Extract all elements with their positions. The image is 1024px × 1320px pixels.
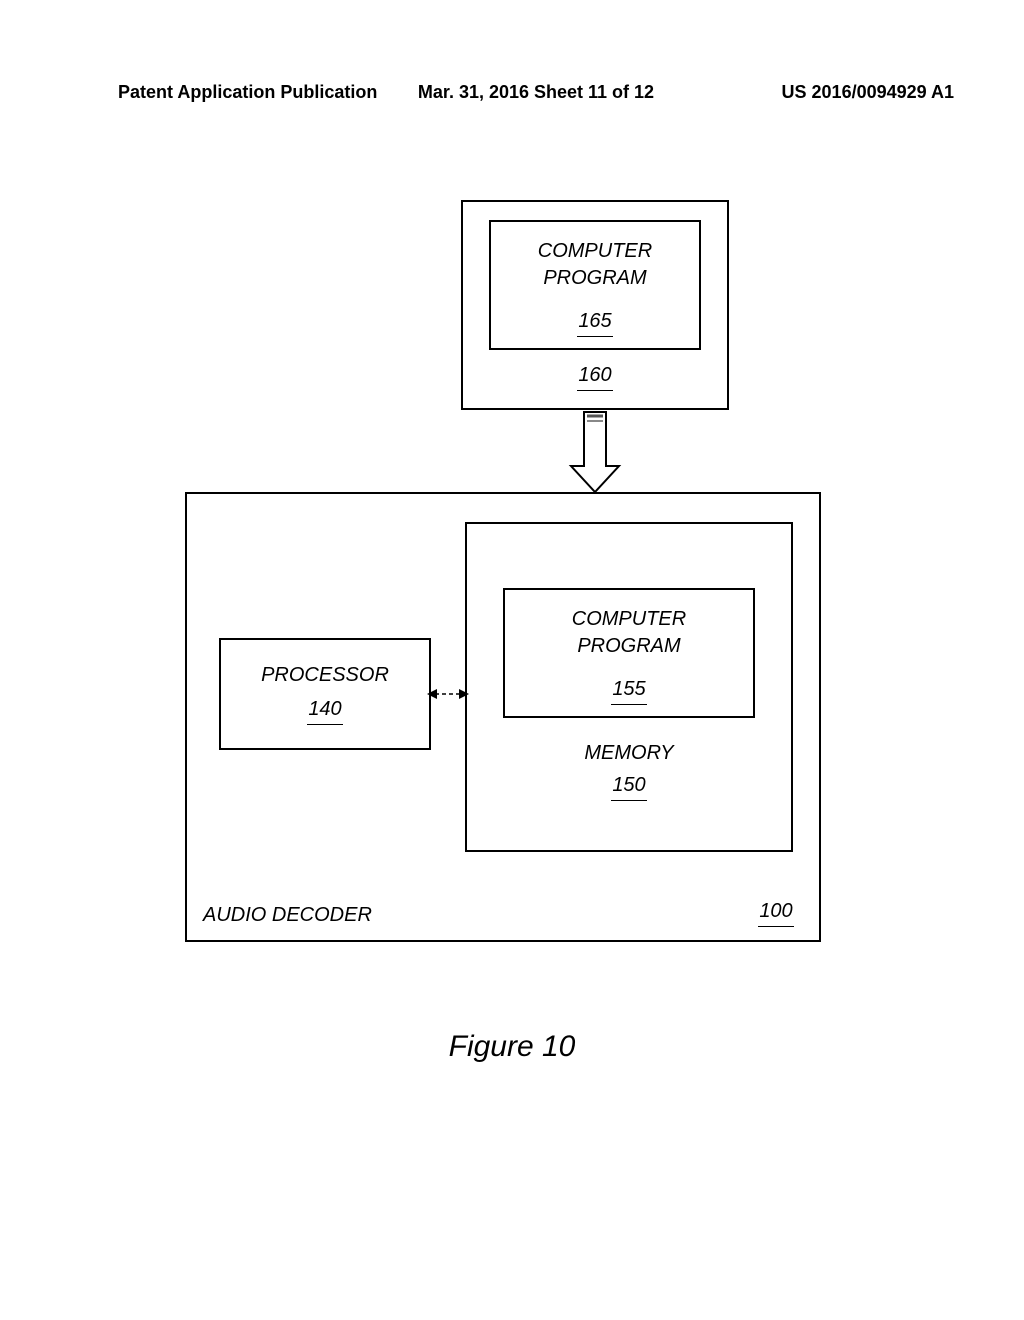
- memory-inner-ref: 155: [503, 676, 755, 705]
- header-right: US 2016/0094929 A1: [782, 82, 954, 103]
- figure-caption: Figure 10: [0, 1030, 1024, 1064]
- processor-ref: 140: [219, 696, 431, 725]
- diagram: COMPUTERPROGRAM 165 160 AUDIO DECODER 10…: [185, 200, 821, 980]
- processor-label: PROCESSOR: [219, 662, 431, 689]
- download-arrow-icon: [545, 410, 645, 496]
- header-left: Patent Application Publication: [118, 82, 377, 103]
- audio-decoder-ref: 100: [741, 898, 811, 927]
- header-center: Mar. 31, 2016 Sheet 11 of 12: [418, 82, 654, 103]
- audio-decoder-label: AUDIO DECODER: [203, 902, 503, 929]
- top-inner-label: COMPUTERPROGRAM: [489, 238, 701, 292]
- memory-inner-label: COMPUTERPROGRAM: [503, 606, 755, 660]
- processor-box: [219, 638, 431, 750]
- bidirectional-arrow-icon: [423, 684, 473, 704]
- page-header: Patent Application Publication Mar. 31, …: [118, 82, 954, 103]
- top-inner-ref: 165: [489, 308, 701, 337]
- memory-ref: 150: [465, 772, 793, 801]
- memory-label: MEMORY: [465, 740, 793, 767]
- top-container-ref: 160: [461, 362, 729, 391]
- page-root: Patent Application Publication Mar. 31, …: [0, 0, 1024, 1320]
